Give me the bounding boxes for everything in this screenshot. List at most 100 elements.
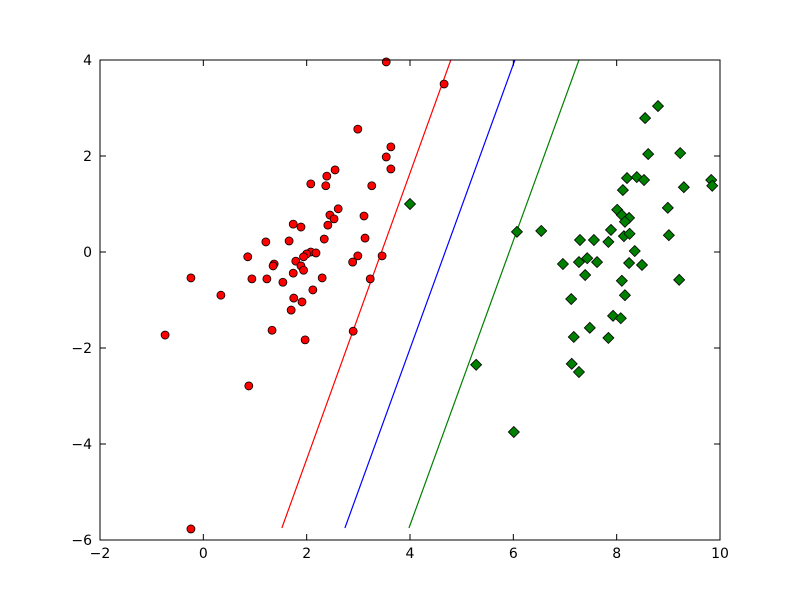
x-tick-label: −2 xyxy=(90,546,111,562)
diamond-point xyxy=(572,365,586,379)
circle-point xyxy=(348,326,358,336)
diamond-point xyxy=(572,256,586,269)
circle-point xyxy=(367,181,377,191)
circle-point xyxy=(300,335,310,345)
diamond-point xyxy=(573,233,587,247)
y-tick-label: −6 xyxy=(71,533,92,549)
diamond-point xyxy=(674,147,687,160)
circle-point xyxy=(284,236,294,246)
circle-point xyxy=(322,171,332,181)
circle-point xyxy=(288,268,298,278)
diamond-point xyxy=(581,252,594,265)
circle-point xyxy=(297,297,307,307)
diamond-point xyxy=(614,312,627,325)
diamond-point xyxy=(565,292,578,306)
circle-point xyxy=(296,222,306,232)
diamond-point xyxy=(639,112,652,125)
line xyxy=(281,60,452,529)
circle-point xyxy=(289,293,299,303)
diamond-point xyxy=(590,256,604,269)
diamond-point xyxy=(623,227,636,240)
circle-point xyxy=(317,273,327,283)
circle-point xyxy=(311,248,321,258)
diamond-point xyxy=(618,215,631,228)
circle-point xyxy=(360,233,370,243)
circle-point xyxy=(299,252,308,262)
circle-point xyxy=(267,325,277,335)
circle-point xyxy=(286,305,296,315)
circle-point xyxy=(365,274,375,284)
diamond-point xyxy=(616,184,629,197)
diamond-point xyxy=(618,289,631,302)
diamond-point xyxy=(635,258,649,272)
plot-content xyxy=(281,60,580,529)
circle-point xyxy=(262,274,272,284)
diamond-point xyxy=(602,235,615,248)
line xyxy=(408,60,580,529)
diamond-point xyxy=(565,357,578,370)
diamond-point xyxy=(628,244,641,258)
diamond-point xyxy=(604,223,618,236)
x-tick-label: 4 xyxy=(406,546,415,562)
x-tick-label: 0 xyxy=(199,546,208,562)
circle-point xyxy=(348,257,358,267)
circle-point xyxy=(333,204,343,214)
diamond-point xyxy=(706,179,719,192)
circle-point xyxy=(261,237,271,247)
circle-point xyxy=(377,251,387,261)
circle-point xyxy=(244,381,254,391)
diamond-point xyxy=(507,425,520,439)
circle-point xyxy=(439,79,449,89)
diamond-point xyxy=(602,331,615,344)
line xyxy=(344,60,516,529)
diamond-point xyxy=(510,225,524,238)
x-tick-label: 8 xyxy=(612,546,621,562)
circle-point xyxy=(216,290,226,300)
diamond-point xyxy=(642,148,655,161)
y-tick-label: 2 xyxy=(83,149,92,165)
diamond-point xyxy=(403,197,417,211)
diamond-point xyxy=(535,224,548,237)
circle-point xyxy=(353,124,363,134)
circle-point xyxy=(330,165,340,175)
diamond-point xyxy=(662,229,675,242)
circle-point xyxy=(299,265,308,275)
x-tick-label: 6 xyxy=(509,546,518,562)
y-tick-label: 4 xyxy=(83,53,92,69)
x-tick-label: 10 xyxy=(711,546,729,562)
circle-point xyxy=(160,330,170,340)
circle-point xyxy=(288,219,298,229)
diamond-point xyxy=(637,173,651,187)
diamond-point xyxy=(556,257,569,271)
circle-point xyxy=(278,277,288,287)
circle-point xyxy=(386,142,396,152)
diamond-point xyxy=(623,256,636,270)
circle-point xyxy=(186,524,196,534)
diamond-point xyxy=(470,358,483,371)
circle-point xyxy=(321,181,331,191)
circle-point xyxy=(359,211,369,221)
y-tick-label: −4 xyxy=(71,437,92,453)
circle-point xyxy=(243,252,253,262)
diamond-point xyxy=(587,233,600,247)
diamond-point xyxy=(673,273,686,286)
circle-point xyxy=(323,220,333,230)
diamond-point xyxy=(567,330,580,344)
circle-point xyxy=(186,273,196,283)
diamond-point xyxy=(677,181,690,194)
circle-point xyxy=(268,261,278,271)
diamond-point xyxy=(620,172,634,185)
circle-point xyxy=(319,234,329,244)
circle-point xyxy=(381,57,391,67)
circle-point xyxy=(381,152,391,162)
y-tick-label: 0 xyxy=(83,245,92,261)
circle-point xyxy=(353,251,363,261)
diamond-point xyxy=(583,321,596,334)
diamond-point xyxy=(579,268,592,282)
circle-point xyxy=(308,285,318,295)
diamond-point xyxy=(615,274,628,287)
diamond-point xyxy=(651,100,665,113)
y-tick-label: −2 xyxy=(71,341,92,357)
